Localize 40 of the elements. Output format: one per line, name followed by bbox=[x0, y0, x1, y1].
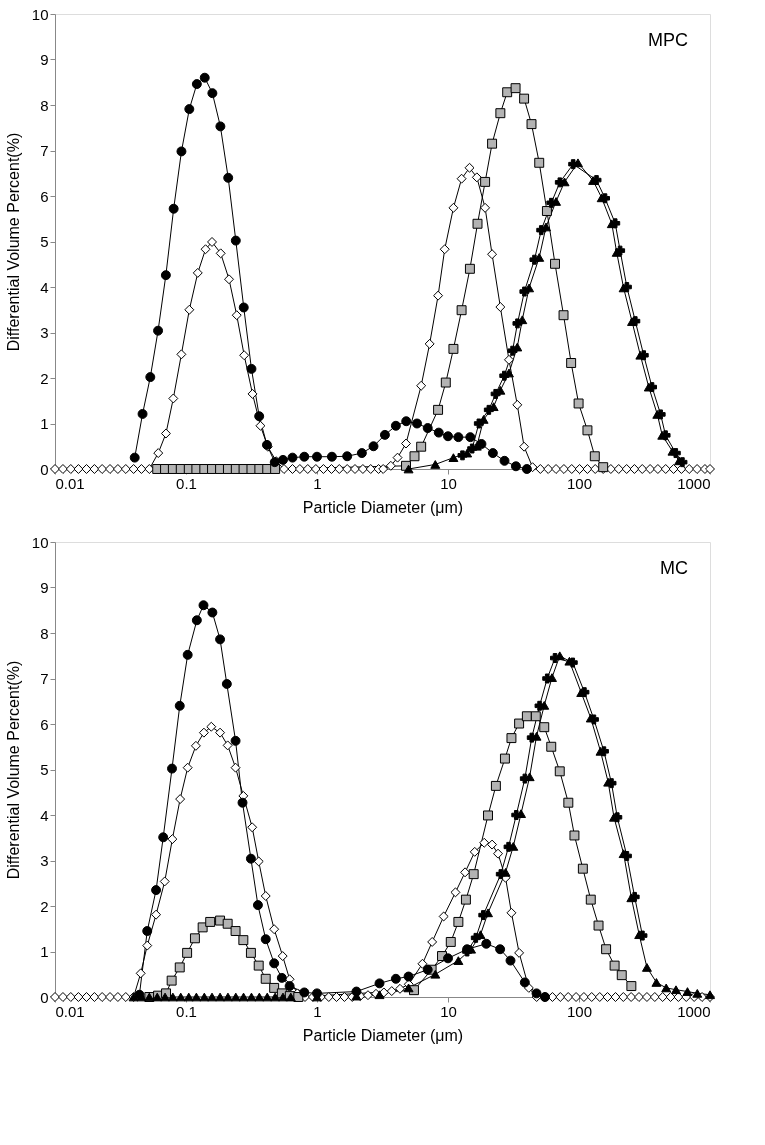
y-tick-label: 9 bbox=[40, 579, 49, 596]
x-tick-label: 0.1 bbox=[176, 1002, 197, 1020]
x-tick-label: 10 bbox=[440, 474, 457, 492]
y-tick-label: 5 bbox=[40, 761, 49, 778]
y-tick-label: 6 bbox=[40, 187, 49, 205]
x-tick-label: 0.1 bbox=[176, 474, 197, 492]
x-tick-label: 10 bbox=[440, 1002, 457, 1020]
y-tick-label: 5 bbox=[40, 233, 49, 250]
y-tick-label: 4 bbox=[40, 806, 49, 824]
x-tick-label: 100 bbox=[566, 1002, 593, 1020]
y-tick-label: 3 bbox=[40, 852, 49, 869]
x-tick-label: 0.01 bbox=[55, 474, 85, 492]
y-tick-label: 10 bbox=[31, 533, 49, 551]
y-axis-title: Differential Volume Percent(%) bbox=[4, 132, 22, 352]
y-tick-label: 2 bbox=[40, 369, 49, 387]
y-tick-label: 10 bbox=[31, 5, 49, 23]
y-tick-label: 9 bbox=[40, 51, 49, 68]
y-tick-label: 4 bbox=[40, 278, 49, 296]
x-axis-title: Particle Diameter (μm) bbox=[302, 498, 464, 516]
y-tick-label: 0 bbox=[40, 460, 49, 478]
annotation: MC bbox=[660, 558, 688, 578]
x-tick-label: 1 bbox=[313, 1002, 322, 1020]
annotation: MPC bbox=[648, 30, 688, 50]
x-tick-label: 1000 bbox=[677, 1002, 711, 1020]
y-tick-label: 1 bbox=[40, 943, 49, 960]
x-tick-label: 100 bbox=[566, 474, 593, 492]
y-tick-label: 0 bbox=[40, 988, 49, 1006]
y-tick-label: 8 bbox=[40, 624, 49, 642]
y-tick-label: 2 bbox=[40, 897, 49, 915]
y-tick-label: 1 bbox=[40, 415, 49, 432]
x-axis-title: Particle Diameter (μm) bbox=[302, 1026, 464, 1044]
x-tick-label: 1000 bbox=[677, 474, 711, 492]
y-tick-label: 8 bbox=[40, 96, 49, 114]
x-tick-label: 0.01 bbox=[55, 1002, 85, 1020]
y-axis-title: Differential Volume Percent(%) bbox=[4, 660, 22, 880]
y-tick-label: 3 bbox=[40, 324, 49, 341]
y-tick-label: 7 bbox=[40, 670, 49, 687]
x-tick-label: 1 bbox=[313, 474, 322, 492]
y-tick-label: 7 bbox=[40, 142, 49, 159]
y-tick-label: 6 bbox=[40, 715, 49, 733]
